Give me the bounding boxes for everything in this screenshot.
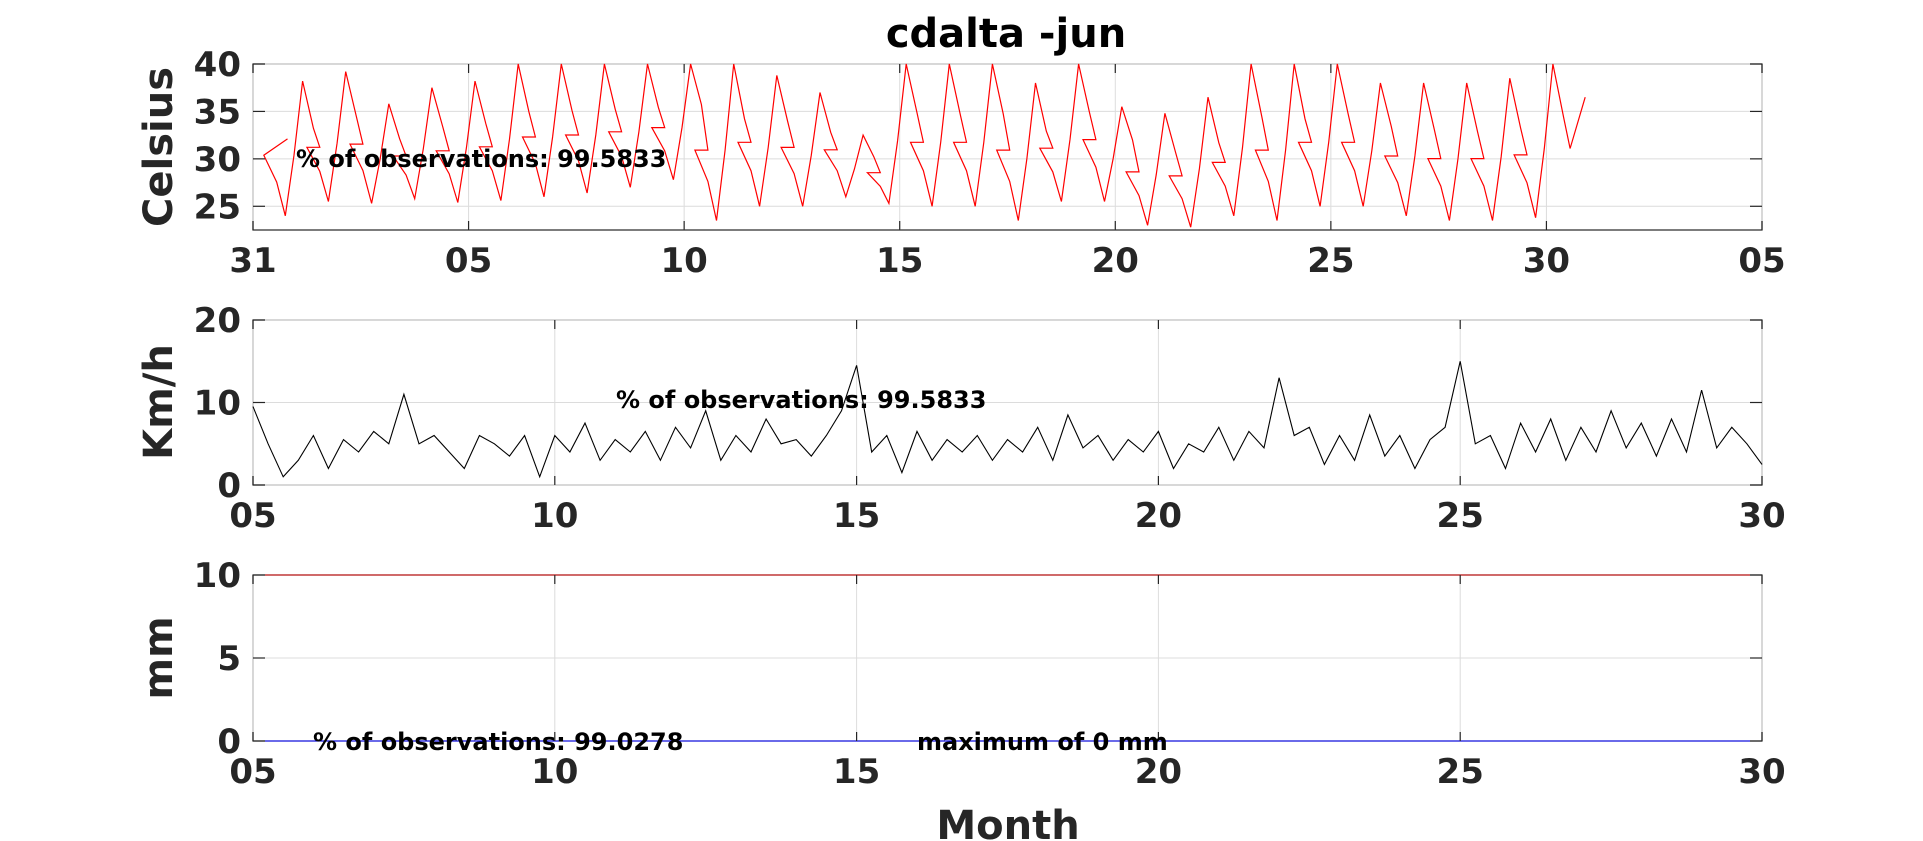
temperature-x-tick-label: 05 [445,241,492,281]
precipitation-y-tick-label: 0 [217,722,241,762]
wind-ylabel: Km/h [136,344,182,460]
precipitation-x-tick-label: 15 [833,752,880,792]
temperature-y-tick-label: 35 [194,92,241,132]
precipitation-y-tick-label: 5 [217,639,241,679]
wind-x-tick-label: 15 [833,496,880,536]
wind-observations-annotation: % of observations: 99.5833 [616,386,986,414]
wind-x-tick-label: 30 [1738,496,1785,536]
temperature-x-tick-label: 30 [1523,241,1570,281]
temperature-series-line-0 [263,63,1586,228]
wind-y-tick-label: 20 [194,301,241,341]
wind-x-tick-label: 10 [531,496,578,536]
precipitation-x-tick-label: 20 [1135,752,1182,792]
temperature-x-tick-label: 10 [660,241,707,281]
temperature-panel: 31 05 10 15 20 25 30 05 25 30 35 40 Celsius % of ob… [136,45,1786,281]
temperature-observations-annotation: % of observations: 99.5833 [296,145,666,173]
precipitation-y-tick-label: 10 [194,556,241,596]
wind-y-tick-label: 10 [194,384,241,424]
chart-title: cdalta -jun [886,11,1126,57]
wind-x-tick-label: 25 [1437,496,1484,536]
precipitation-ylabel: mm [136,616,182,699]
precipitation-x-tick-label: 30 [1738,752,1785,792]
temperature-x-tick-label: 15 [876,241,923,281]
precipitation-x-tick-label: 10 [531,752,578,792]
wind-series-line-0 [252,361,1763,479]
x-axis-label: Month [936,803,1079,841]
temperature-plot-area [252,63,1763,231]
temperature-y-tick-label: 25 [194,187,241,227]
precipitation-observations-annotation: % of observations: 99.0278 [313,728,683,756]
wind-x-tick-label: 05 [229,496,276,536]
temperature-ylabel: Celsius [136,67,182,227]
temperature-x-tick-label: 05 [1738,241,1785,281]
temperature-x-tick-label: 31 [229,241,276,281]
temperature-x-tick-label: 20 [1092,241,1139,281]
wind-panel: 05 10 15 20 25 30 0 10 20 Km/h % of observations… [136,301,1786,536]
wind-x-tick-label: 20 [1135,496,1182,536]
wind-y-tick-label: 0 [217,466,241,506]
temperature-y-tick-label: 40 [194,45,241,85]
temperature-y-tick-label: 30 [194,140,241,180]
precipitation-x-tick-label: 25 [1437,752,1484,792]
precipitation-maximum-annotation: maximum of 0 mm [917,728,1168,756]
temperature-x-tick-label: 25 [1307,241,1354,281]
precipitation-x-tick-label: 05 [229,752,276,792]
